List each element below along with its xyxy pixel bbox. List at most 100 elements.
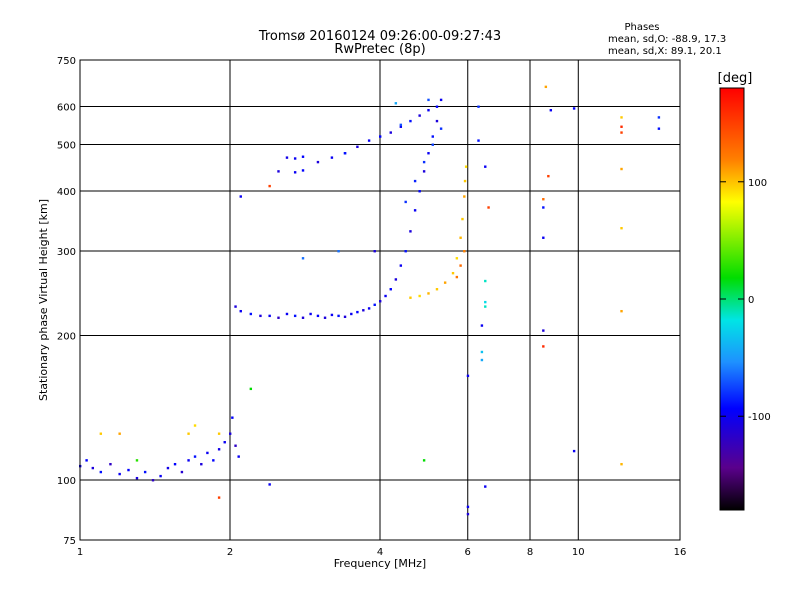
data-point <box>135 459 139 462</box>
data-point <box>301 155 305 158</box>
data-point <box>323 316 327 319</box>
data-point <box>268 314 271 318</box>
data-point <box>193 424 197 427</box>
data-point <box>435 105 439 108</box>
data-point <box>484 305 487 308</box>
data-point <box>459 236 462 239</box>
data-point <box>480 358 484 362</box>
data-point <box>620 167 623 171</box>
colorbar-tick-label: 100 <box>748 178 767 189</box>
data-point <box>455 257 459 260</box>
data-point <box>373 250 376 253</box>
colorbar-tick-label: 0 <box>748 295 754 306</box>
data-point <box>477 139 480 142</box>
data-point <box>159 474 162 478</box>
data-point <box>657 127 661 130</box>
data-point <box>237 455 240 458</box>
data-point <box>316 160 320 164</box>
data-point <box>435 119 439 123</box>
data-point <box>431 135 434 138</box>
data-point <box>409 296 412 299</box>
data-point <box>487 206 490 209</box>
data-point <box>91 466 95 470</box>
x-axis-label: Frequency [MHz] <box>334 557 426 570</box>
data-point <box>239 309 242 313</box>
data-point <box>427 152 430 155</box>
data-point <box>484 485 487 488</box>
data-point <box>187 432 190 435</box>
data-point <box>484 300 487 304</box>
data-point <box>620 309 623 313</box>
data-point <box>206 451 209 455</box>
data-point <box>316 314 320 318</box>
data-point <box>118 472 121 476</box>
y-tick-label: 100 <box>57 476 76 487</box>
data-point <box>620 125 623 128</box>
data-point <box>466 374 470 378</box>
phases-x-stats: mean, sd,X: 89.1, 20.1 <box>608 46 722 57</box>
data-point <box>480 350 484 354</box>
data-point <box>547 174 550 178</box>
data-point <box>413 179 417 183</box>
x-tick-label: 8 <box>527 547 533 558</box>
data-point <box>542 329 545 332</box>
data-point <box>427 292 430 295</box>
data-point <box>180 470 184 474</box>
data-point <box>166 466 170 470</box>
data-point <box>394 102 398 105</box>
data-point <box>301 316 305 319</box>
data-point <box>268 483 271 486</box>
data-point <box>413 209 417 212</box>
data-point <box>464 165 468 168</box>
x-tick-label: 4 <box>377 547 383 558</box>
data-point <box>422 170 426 173</box>
y-tick-label: 400 <box>57 187 76 198</box>
data-point <box>620 131 623 134</box>
data-point <box>187 459 190 462</box>
data-point <box>620 116 623 119</box>
data-point <box>572 107 576 110</box>
data-point <box>439 127 443 130</box>
data-point <box>418 294 421 298</box>
data-point <box>399 123 403 127</box>
data-point <box>399 264 403 267</box>
data-point <box>463 179 467 183</box>
y-tick-label: 750 <box>57 56 76 67</box>
phases-o-stats: mean, sd,O: -88.9, 17.3 <box>608 34 726 45</box>
data-point <box>268 184 271 188</box>
data-point <box>657 116 661 119</box>
data-point <box>99 470 103 474</box>
data-point <box>356 145 359 149</box>
data-point <box>572 449 576 453</box>
y-axis-ticks: 75 100 200 300 400 500 600 750 <box>57 56 76 547</box>
data-point <box>620 227 623 230</box>
data-point <box>409 119 412 123</box>
data-point <box>620 462 623 466</box>
y-tick-label: 600 <box>57 103 76 114</box>
data-point <box>293 157 297 160</box>
data-point <box>451 271 455 275</box>
data-point <box>151 479 155 482</box>
data-point <box>463 195 466 198</box>
data-point <box>480 324 484 327</box>
x-tick-label: 1 <box>77 547 83 558</box>
y-tick-label: 75 <box>63 536 76 547</box>
data-point <box>109 462 112 466</box>
data-point <box>118 432 121 435</box>
data-point <box>549 109 553 112</box>
data-point <box>394 278 398 281</box>
data-point <box>477 105 480 108</box>
data-point <box>217 496 221 499</box>
y-tick-label: 300 <box>57 247 76 258</box>
data-point <box>379 300 382 303</box>
x-axis-ticks: 1 2 4 6 8 10 16 <box>77 547 687 558</box>
data-point <box>466 512 470 516</box>
data-point <box>542 198 545 201</box>
data-point <box>239 195 242 198</box>
data-point <box>404 200 407 204</box>
x-tick-label: 6 <box>465 547 471 558</box>
data-point <box>301 257 305 260</box>
data-point <box>217 448 221 451</box>
data-point <box>542 206 545 209</box>
data-point <box>484 165 487 168</box>
